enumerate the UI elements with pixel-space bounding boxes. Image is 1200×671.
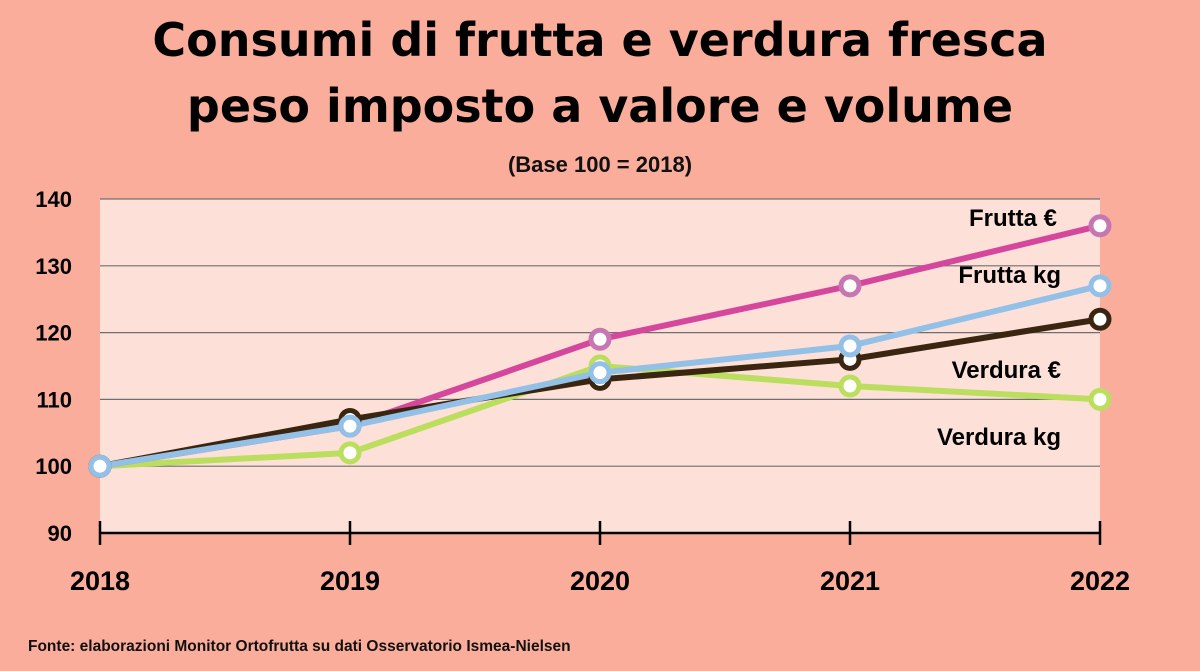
source-note: Fonte: elaborazioni Monitor Ortofrutta s… (28, 638, 571, 655)
y-tick-label: 130 (35, 254, 72, 279)
y-tick-label: 90 (48, 521, 72, 546)
chart-title-line-2: peso imposto a valore e volume (186, 79, 1014, 133)
y-tick-label: 140 (35, 187, 72, 212)
data-point-marker (338, 414, 362, 438)
chart-subtitle: (Base 100 = 2018) (507, 152, 693, 177)
data-point-marker (1088, 274, 1112, 298)
x-tick-label: 2018 (70, 566, 130, 596)
y-tick-label: 120 (35, 321, 72, 346)
data-point-marker (88, 454, 112, 478)
series-label: Frutta kg (958, 262, 1061, 289)
series-label: Frutta € (969, 205, 1057, 232)
data-point-marker (588, 361, 612, 385)
y-tick-label: 110 (37, 387, 73, 412)
data-point-marker (338, 441, 362, 465)
x-tick-label: 2021 (820, 566, 880, 596)
x-tick-label: 2019 (320, 566, 380, 596)
data-point-marker (838, 374, 862, 398)
chart-title-line-1: Consumi di frutta e verdura fresca (152, 13, 1048, 67)
series-label: Verdura kg (937, 424, 1061, 451)
data-point-marker (1088, 307, 1112, 331)
data-point-marker (838, 274, 862, 298)
data-point-marker (1088, 214, 1112, 238)
series-label: Verdura € (952, 357, 1061, 384)
data-point-marker (588, 327, 612, 351)
data-point-marker (838, 334, 862, 358)
x-tick-label: 2022 (1070, 566, 1130, 596)
x-tick-label: 2020 (570, 566, 630, 596)
data-point-marker (1088, 387, 1112, 411)
y-tick-label: 100 (35, 454, 72, 479)
